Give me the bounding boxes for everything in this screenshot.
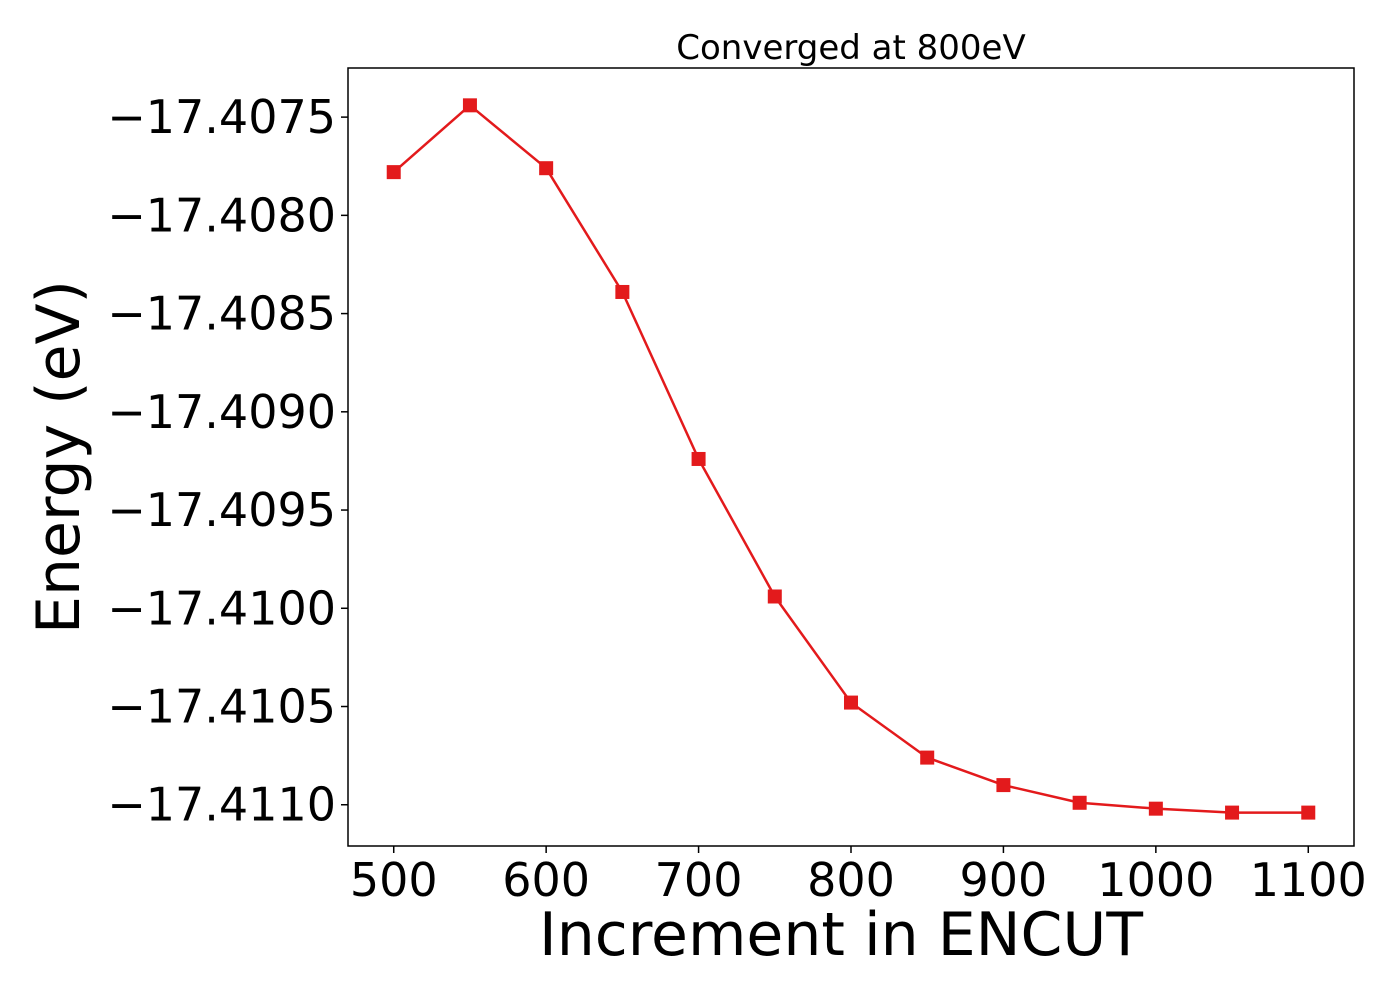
x-tick-label: 1000	[1097, 853, 1214, 907]
x-axis-title: Increment in ENCUT	[539, 900, 1143, 970]
data-point-marker	[1301, 805, 1316, 820]
data-point-marker	[767, 589, 782, 604]
x-tick-label: 600	[502, 853, 590, 907]
y-tick-label: −17.4095	[107, 483, 336, 537]
x-tick-label: 1100	[1250, 853, 1367, 907]
series-layer	[386, 98, 1316, 820]
x-tick-label: 500	[350, 853, 438, 907]
y-tick-label: −17.4080	[107, 188, 336, 242]
data-point-marker	[1072, 795, 1087, 810]
data-point-marker	[920, 750, 935, 765]
y-axis-title: Energy (eV)	[24, 280, 94, 634]
x-tick-label: 900	[960, 853, 1048, 907]
y-tick-label: −17.4090	[107, 385, 336, 439]
y-tick-label: −17.4075	[107, 90, 336, 144]
y-tick-label: −17.4100	[107, 581, 336, 635]
data-point-marker	[1148, 801, 1163, 816]
plot-area-frame	[347, 67, 1355, 847]
data-point-marker	[386, 165, 401, 180]
data-point-marker	[691, 451, 706, 466]
data-point-marker	[539, 161, 554, 176]
data-point-marker	[615, 284, 630, 299]
y-tick-label: −17.4085	[107, 287, 336, 341]
y-tick-label: −17.4105	[107, 680, 336, 734]
data-point-marker	[1225, 805, 1240, 820]
x-tick-label: 700	[655, 853, 743, 907]
x-tick-label: 800	[807, 853, 895, 907]
chart-title: Converged at 800eV	[676, 28, 1025, 68]
x-axis-ticks: 500 600 700 800 900 1000 1100	[350, 846, 1367, 907]
data-point-marker	[462, 98, 477, 113]
data-point-marker	[996, 778, 1011, 793]
y-axis-ticks: −17.4075 −17.4080 −17.4085 −17.4090 −17.4095…	[107, 90, 348, 832]
data-point-marker	[844, 695, 858, 710]
y-tick-label: −17.4110	[107, 778, 336, 832]
